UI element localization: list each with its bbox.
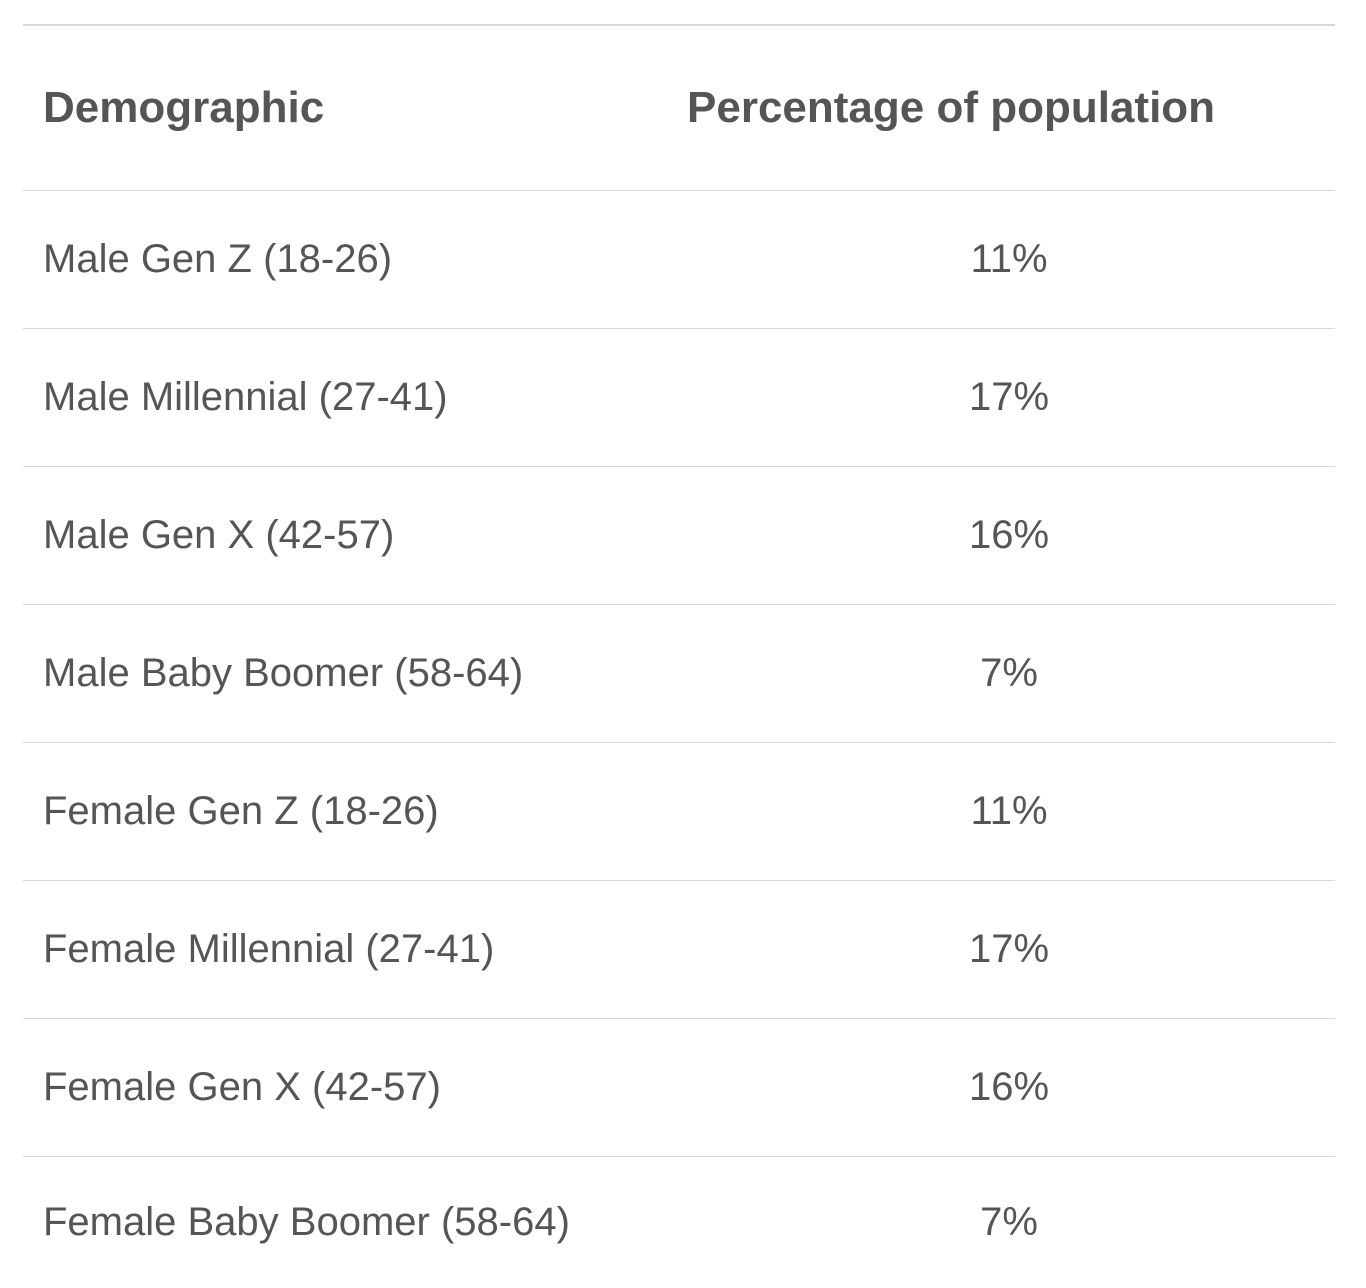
table-header: Demographic Percentage of population — [23, 25, 1335, 190]
cell-demographic: Female Millennial (27-41) — [43, 926, 495, 971]
cell-demographic: Male Gen Z (18-26) — [43, 236, 393, 281]
table-row: Male Gen Z (18-26) 11% — [23, 190, 1335, 328]
cell-demographic: Female Baby Boomer (58-64) — [43, 1199, 570, 1244]
cell-percentage: 11% — [970, 236, 1048, 281]
cell-percentage: 16% — [968, 512, 1050, 557]
table-row: Male Millennial (27-41) 17% — [23, 328, 1335, 466]
cell-percentage: 7% — [980, 1199, 1038, 1244]
header-percentage: Percentage of population — [687, 82, 1216, 132]
cell-demographic: Female Gen X (42-57) — [43, 1064, 441, 1109]
cell-demographic: Male Gen X (42-57) — [43, 512, 395, 557]
table-row: Female Gen X (42-57) 16% — [23, 1018, 1335, 1156]
header-row: Demographic Percentage of population — [23, 25, 1335, 190]
table-row: Female Gen Z (18-26) 11% — [23, 742, 1335, 880]
cell-demographic: Male Millennial (27-41) — [43, 374, 448, 419]
cell-percentage: 11% — [970, 788, 1048, 833]
table-body: Male Gen Z (18-26) 11% Male Millennial (… — [23, 190, 1335, 1288]
demographics-table: Demographic Percentage of population Mal… — [23, 24, 1335, 1288]
cell-demographic: Male Baby Boomer (58-64) — [43, 650, 524, 695]
table-row: Female Baby Boomer (58-64) 7% — [23, 1156, 1335, 1288]
cell-percentage: 17% — [968, 374, 1050, 419]
table-row: Male Baby Boomer (58-64) 7% — [23, 604, 1335, 742]
demographics-table-container: Demographic Percentage of population Mal… — [23, 24, 1335, 1288]
table-row: Female Millennial (27-41) 17% — [23, 880, 1335, 1018]
header-demographic: Demographic — [43, 82, 325, 132]
cell-percentage: 7% — [980, 650, 1038, 695]
cell-percentage: 17% — [968, 926, 1050, 971]
cell-demographic: Female Gen Z (18-26) — [43, 788, 439, 833]
table-row: Male Gen X (42-57) 16% — [23, 466, 1335, 604]
cell-percentage: 16% — [968, 1064, 1050, 1109]
